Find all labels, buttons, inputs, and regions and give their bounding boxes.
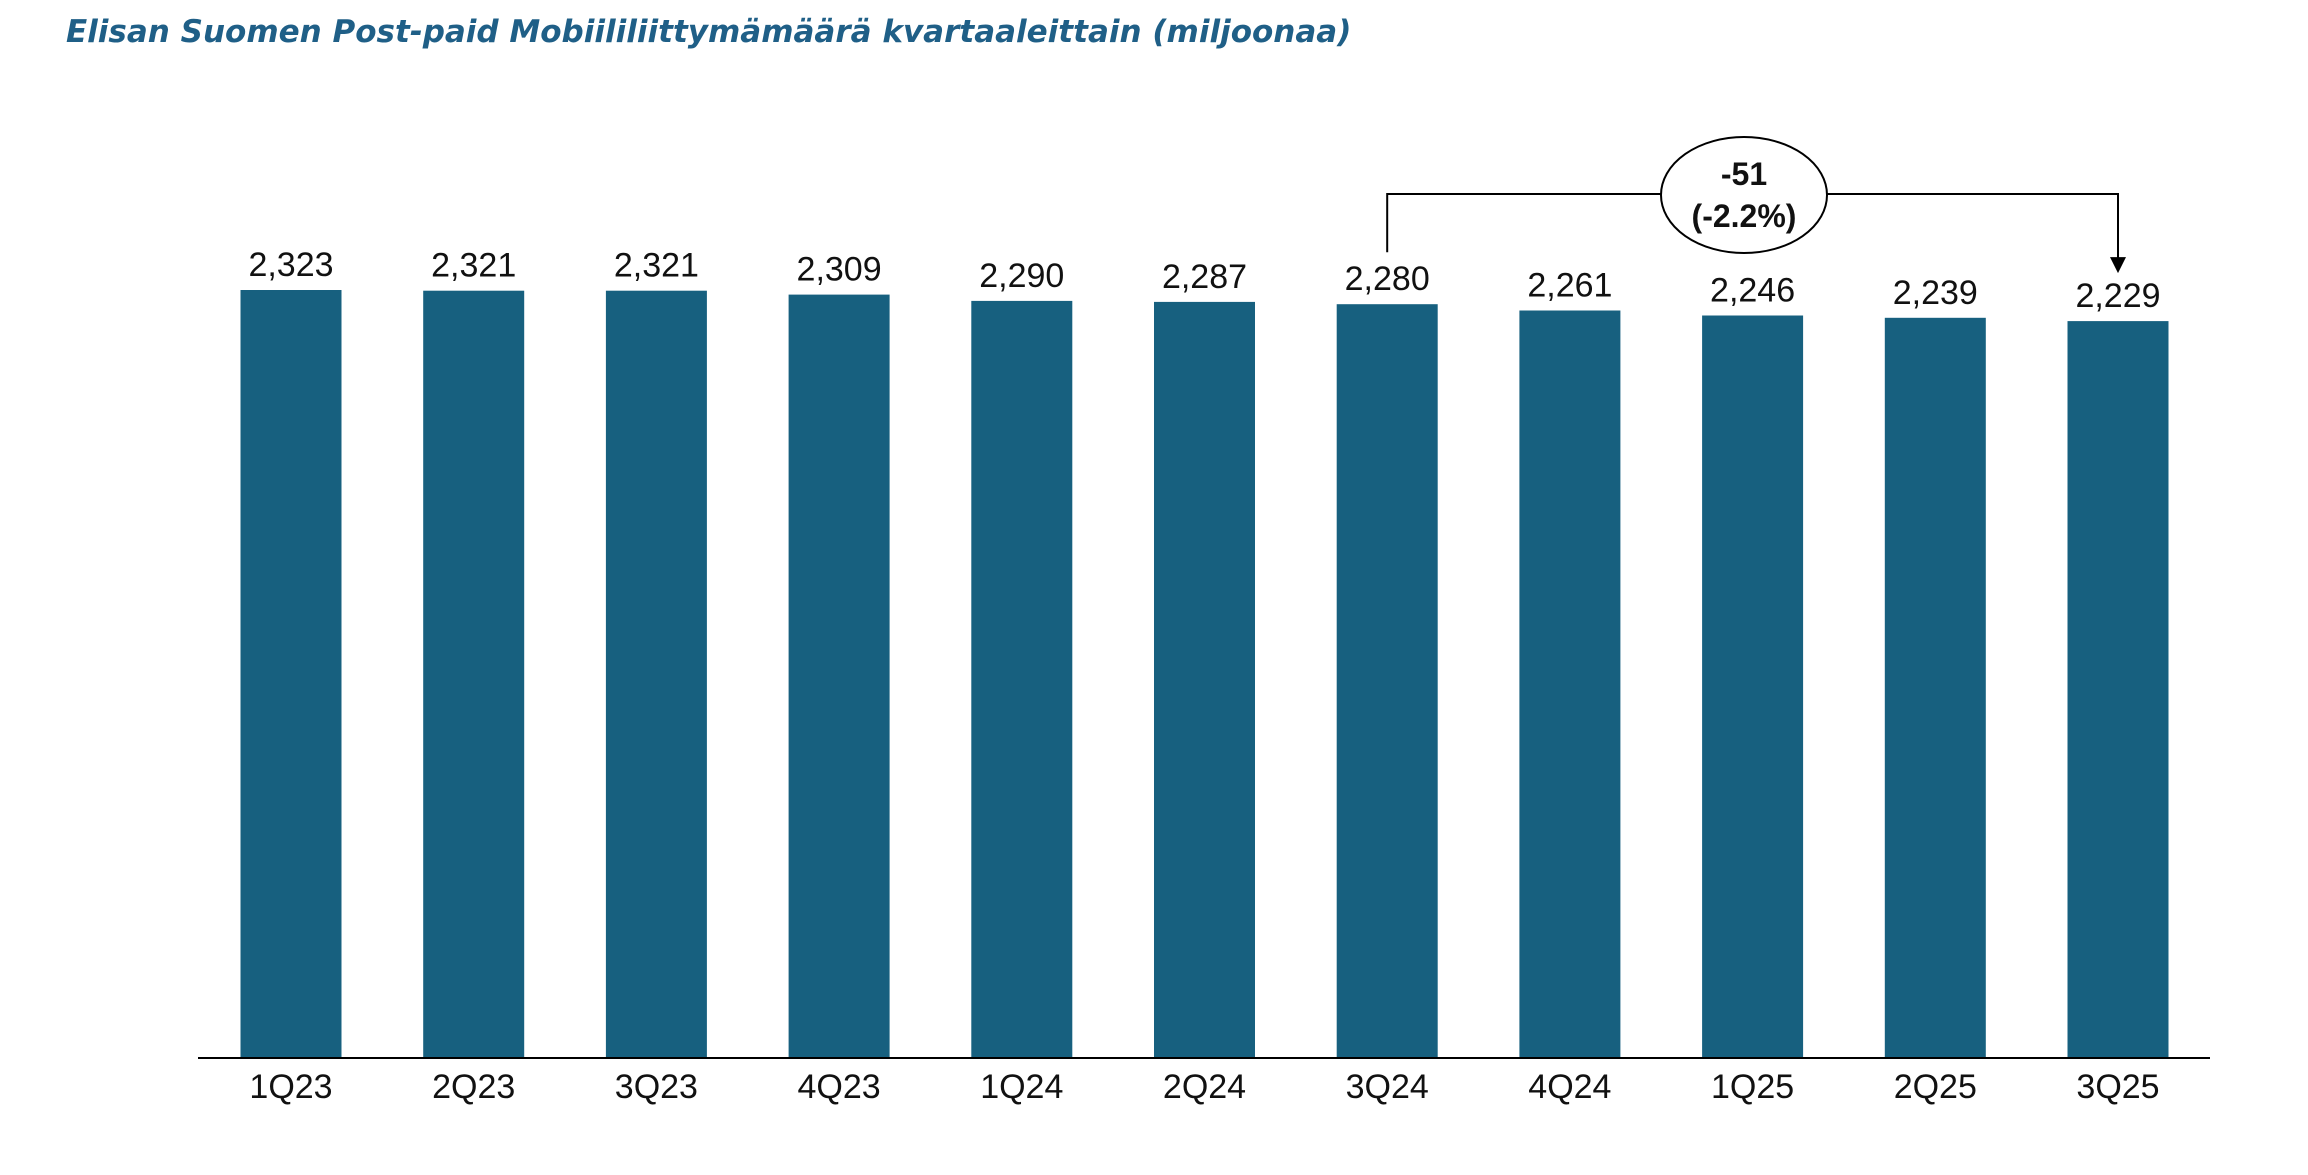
bar-3q24 (1336, 304, 1438, 1058)
bar-1q25 (1702, 315, 1804, 1058)
value-label-2q25: 2,239 (1893, 274, 1978, 312)
callout-ellipse (1660, 136, 1828, 254)
x-axis: 1Q23 2Q23 3Q23 4Q23 1Q24 2Q24 3Q24 4Q24 1Q25 2Q25… (198, 1057, 2210, 1106)
value-labels-group: 2,323 2,321 2,321 2,309 2,290 2,287 2,280 2,261… (248, 246, 2160, 315)
bar-4q23 (788, 294, 890, 1059)
value-label-4q24: 2,261 (1527, 267, 1612, 305)
x-tick-label-2q24: 2Q24 (1163, 1068, 1246, 1106)
x-tick-label-3q23: 3Q23 (615, 1068, 698, 1106)
value-label-1q25: 2,246 (1710, 272, 1795, 310)
value-label-4q23: 2,309 (797, 251, 882, 289)
bars-group (240, 290, 2169, 1059)
bar-4q24 (1519, 310, 1621, 1058)
value-label-1q24: 2,290 (979, 257, 1064, 295)
x-tick-label-3q24: 3Q24 (1346, 1068, 1429, 1106)
callout-bracket-left (1386, 193, 1661, 253)
x-tick-label-3q25: 3Q25 (2076, 1068, 2159, 1106)
x-tick-label-1q23: 1Q23 (249, 1068, 332, 1106)
callout-bracket-right (1827, 193, 2119, 260)
bar-1q23 (240, 290, 342, 1058)
bar-2q24 (1154, 301, 1255, 1058)
x-tick-label-4q23: 4Q23 (798, 1068, 881, 1106)
bar-2q23 (423, 290, 525, 1058)
bar-3q25 (2067, 321, 2169, 1059)
value-label-3q25: 2,229 (2075, 277, 2160, 315)
x-tick-label-1q24: 1Q24 (980, 1068, 1063, 1106)
callout-arrowhead (2110, 257, 2126, 274)
value-label-2q24: 2,287 (1162, 258, 1247, 296)
value-label-1q23: 2,323 (248, 246, 333, 284)
bar-3q23 (605, 290, 707, 1058)
value-label-3q24: 2,280 (1345, 260, 1430, 298)
x-tick-label-2q23: 2Q23 (432, 1068, 515, 1106)
change-callout: -51 (-2.2%) (1386, 136, 2126, 274)
bar-1q24 (971, 300, 1073, 1058)
callout-change-percent: (-2.2%) (1692, 198, 1797, 234)
value-label-3q23: 2,321 (614, 247, 699, 285)
x-tick-label-1q25: 1Q25 (1711, 1068, 1794, 1106)
chart-title: Elisan Suomen Post-paid Mobiililiittymäm… (66, 14, 1352, 50)
bar-2q25 (1884, 317, 1986, 1058)
x-tick-label-2q25: 2Q25 (1894, 1068, 1977, 1106)
callout-change-value: -51 (1721, 156, 1767, 192)
x-tick-label-4q24: 4Q24 (1528, 1068, 1611, 1106)
value-label-2q23: 2,321 (431, 247, 516, 285)
